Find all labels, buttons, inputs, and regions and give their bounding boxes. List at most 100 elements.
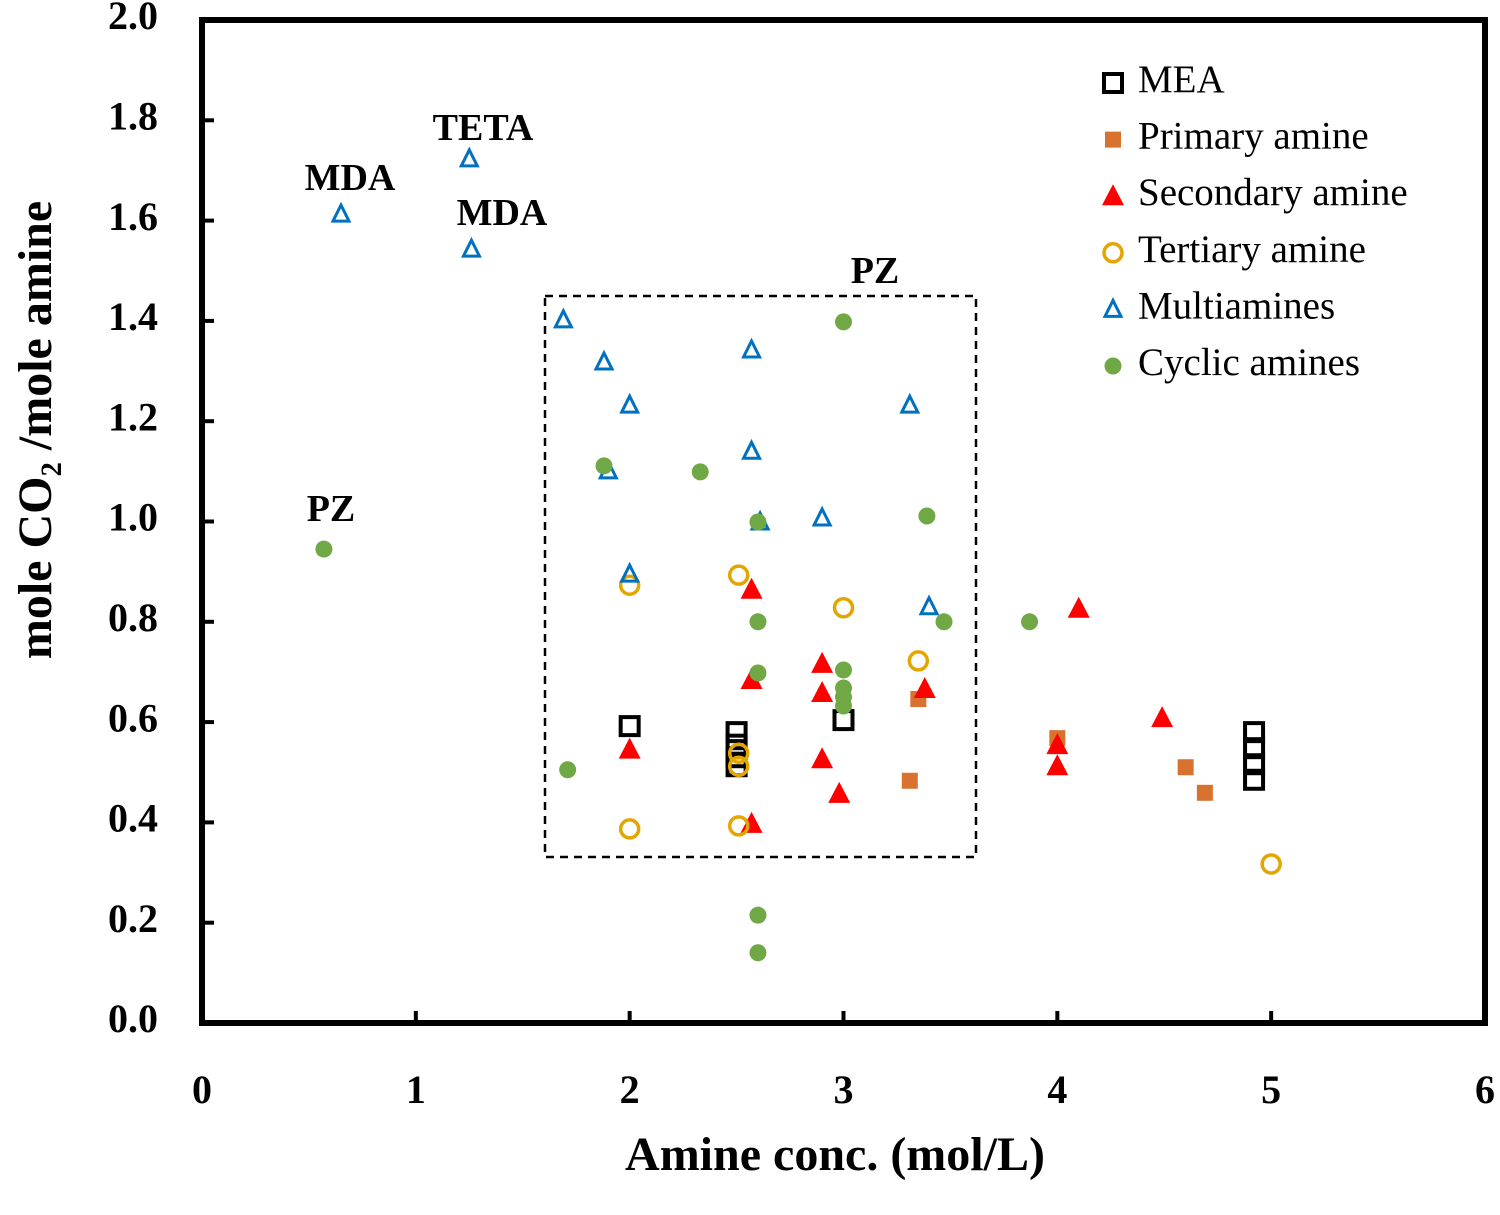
y-tick-label: 0.4 — [108, 796, 158, 841]
data-point — [618, 818, 641, 840]
legend-marker — [1104, 357, 1122, 375]
data-point — [1151, 706, 1174, 728]
data-point — [749, 944, 767, 962]
series — [618, 577, 1174, 833]
x-tick-label: 0 — [192, 1067, 212, 1112]
y-tick-label: 0.8 — [108, 595, 158, 640]
data-point — [1243, 753, 1266, 776]
data-point — [749, 513, 767, 531]
data-point — [727, 815, 750, 837]
data-point — [727, 742, 750, 764]
x-tick-label: 6 — [1475, 1067, 1495, 1112]
x-axis-title: Amine conc. (mol/L) — [625, 1128, 1045, 1181]
data-point — [618, 737, 641, 759]
data-point — [1260, 853, 1282, 875]
legend-marker — [1102, 242, 1124, 264]
legend-label: MEA — [1138, 58, 1225, 101]
legend: MEA Primary amine Secondary amine Tertiary … — [1102, 58, 1408, 384]
data-point — [618, 715, 641, 738]
legend-marker — [1102, 297, 1124, 318]
data-point — [935, 613, 953, 631]
x-tick-label: 2 — [620, 1067, 640, 1112]
legend-label: Cyclic amines — [1138, 341, 1360, 384]
data-point — [740, 811, 763, 833]
y-tick-label: 0.2 — [108, 896, 158, 941]
data-point — [595, 457, 613, 475]
data-point — [749, 906, 767, 924]
annotation: TETA — [433, 107, 534, 149]
data-point — [918, 594, 940, 616]
data-point — [749, 664, 767, 682]
data-point — [461, 236, 482, 258]
data-point — [618, 574, 641, 596]
highlight-box — [543, 294, 978, 859]
data-point — [330, 201, 352, 223]
legend-marker — [1102, 184, 1124, 206]
data-point — [1046, 754, 1069, 776]
data-point — [913, 677, 936, 699]
data-point — [619, 561, 641, 583]
data-point — [691, 463, 709, 481]
data-point — [315, 540, 333, 558]
data-point — [741, 438, 762, 460]
data-point — [1196, 784, 1213, 801]
y-tick-label: 1.8 — [108, 93, 158, 138]
y-tick-label: 1.2 — [108, 394, 158, 439]
annotation: MDA — [305, 157, 396, 199]
data-point — [593, 349, 615, 371]
legend-label: Secondary amine — [1138, 171, 1408, 214]
data-point — [835, 697, 852, 715]
series — [315, 313, 1039, 962]
data-point — [901, 772, 918, 789]
data-point — [619, 392, 641, 414]
data-point — [835, 313, 852, 331]
x-tick-label: 3 — [834, 1067, 854, 1112]
y-tick-label: 2.0 — [108, 0, 158, 38]
data-point — [835, 661, 852, 679]
y-tick-label: 1.6 — [108, 194, 158, 239]
data-point — [458, 146, 480, 168]
data-point — [907, 650, 930, 672]
x-tick-label: 5 — [1261, 1067, 1281, 1112]
legend-marker — [1102, 72, 1124, 94]
data-point — [1021, 613, 1039, 631]
data-point — [727, 755, 750, 777]
data-point — [552, 307, 574, 329]
x-tick-label: 1 — [406, 1067, 426, 1112]
series — [618, 564, 1282, 875]
data-point — [828, 781, 851, 803]
data-point — [899, 392, 921, 414]
data-point — [559, 761, 577, 779]
data-point — [811, 651, 834, 673]
data-point — [1067, 596, 1090, 618]
data-point — [832, 597, 855, 619]
data-point — [741, 337, 762, 359]
data-point — [811, 505, 833, 527]
data-point — [740, 577, 763, 599]
data-point — [727, 564, 750, 586]
y-tick-label: 0.6 — [108, 695, 158, 740]
y-axis-title: mole CO₂ /mole amine — [9, 201, 62, 659]
legend-label: Multiamines — [1138, 284, 1335, 327]
legend-marker — [1105, 131, 1121, 148]
data-point — [1046, 733, 1069, 755]
data-point — [1177, 759, 1194, 776]
data-point — [811, 681, 834, 703]
annotation: MDA — [457, 192, 548, 234]
data-point — [918, 507, 936, 525]
data-point — [1243, 768, 1266, 791]
y-tick-label: 1.4 — [108, 294, 158, 339]
data-point — [811, 747, 834, 769]
annotation: PZ — [307, 488, 356, 530]
annotation: PZ — [851, 250, 900, 292]
legend-label: Tertiary amine — [1138, 228, 1366, 271]
y-tick-label: 1.0 — [108, 495, 158, 540]
y-tick-label: 0.0 — [108, 996, 158, 1041]
series — [330, 146, 940, 616]
data-point — [749, 613, 767, 631]
legend-label: Primary amine — [1138, 115, 1369, 158]
x-tick-label: 4 — [1047, 1067, 1067, 1112]
data-point — [725, 733, 748, 756]
